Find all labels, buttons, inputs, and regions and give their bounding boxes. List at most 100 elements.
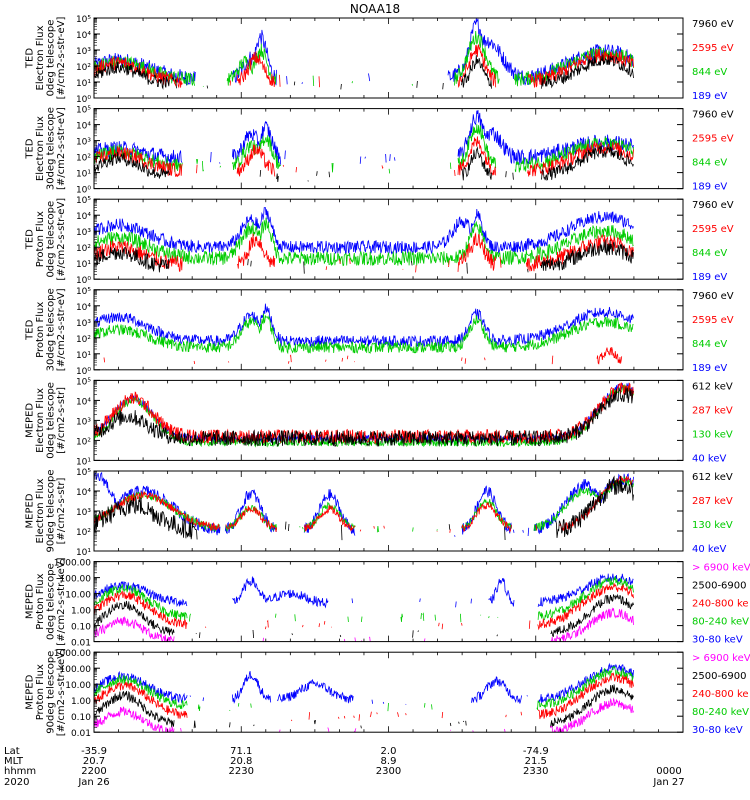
series-line xyxy=(94,681,188,719)
legend-entry: 2595 eV xyxy=(692,224,734,235)
series-line xyxy=(505,714,507,718)
series-line xyxy=(527,48,634,88)
series-line xyxy=(431,704,433,710)
series-line xyxy=(449,162,452,169)
y-tick-label: 10¹ xyxy=(76,351,91,361)
series-line xyxy=(550,593,634,637)
footer-mlt: 21.5 xyxy=(525,756,547,767)
legend-entry: 287 keV xyxy=(692,496,733,507)
series-line xyxy=(94,584,188,621)
y-tick-label: 10⁵ xyxy=(76,468,91,478)
series-line xyxy=(94,387,634,447)
legend-entry: 40 keV xyxy=(692,544,726,555)
series-line xyxy=(358,714,360,721)
y-tick-label: 10⁰ xyxy=(76,367,91,377)
series-line xyxy=(424,703,426,708)
y-tick-label: 10³ xyxy=(76,138,91,148)
series-line xyxy=(339,259,341,264)
footer-lat: 71.1 xyxy=(230,746,252,757)
series-line xyxy=(94,151,171,179)
series-line xyxy=(424,638,426,642)
series-line xyxy=(596,346,623,365)
series-line xyxy=(353,715,355,719)
series-line xyxy=(250,703,252,708)
series-line xyxy=(94,690,175,728)
series-line xyxy=(237,703,240,707)
series-line xyxy=(318,623,320,628)
series-line xyxy=(448,524,451,530)
series-line xyxy=(387,702,389,712)
series-line xyxy=(540,53,634,89)
series-line xyxy=(313,720,316,725)
y-tick-label: 10¹ xyxy=(76,170,91,180)
series-line xyxy=(526,695,528,697)
series-line xyxy=(376,712,378,715)
series-line xyxy=(226,43,277,86)
panel: 10¹ 10² 10³ 10⁴ 10⁵ MEPEDElectron Flux0deg te… xyxy=(24,377,733,467)
series-line xyxy=(227,361,230,363)
series-line xyxy=(229,80,231,86)
series-line xyxy=(276,679,354,704)
footer-row-label: MLT xyxy=(4,756,24,767)
series-line xyxy=(288,523,290,532)
series-line xyxy=(461,485,512,535)
series-line xyxy=(383,525,385,529)
series-line xyxy=(331,162,334,173)
series-line xyxy=(225,505,277,532)
series-line xyxy=(210,151,212,163)
legend-entry: 130 keV xyxy=(692,429,733,440)
series-line xyxy=(505,171,507,178)
series-line xyxy=(528,620,531,629)
series-line xyxy=(197,704,201,712)
legend-entry: 844 eV xyxy=(692,158,727,169)
series-line xyxy=(441,623,444,630)
series-line xyxy=(541,145,634,181)
footer-time: 2330 xyxy=(523,766,548,777)
series-line xyxy=(94,240,183,272)
series-line xyxy=(550,697,634,733)
series-line xyxy=(472,730,474,732)
series-line xyxy=(94,673,188,710)
series-line xyxy=(457,110,634,165)
series-line xyxy=(461,55,492,89)
series-line xyxy=(229,709,231,712)
y-tick-label: 10³ xyxy=(76,228,91,238)
series-line xyxy=(411,83,413,86)
y-tick-label: 10⁵ xyxy=(76,106,91,116)
series-line xyxy=(312,75,315,87)
y-tick-label: 100.00 xyxy=(60,665,92,675)
y-tick-label: 10² xyxy=(76,335,91,345)
y-tick-label: 10¹ xyxy=(76,79,91,89)
series-line xyxy=(512,172,514,180)
series-line xyxy=(537,672,634,720)
series-line xyxy=(94,217,634,267)
y-axis-label: TEDProton Flux30deg telescope[#/cm2-s-st… xyxy=(24,288,67,371)
series-line xyxy=(540,239,634,271)
series-line xyxy=(405,713,407,716)
series-line xyxy=(462,720,465,723)
y-tick-label: 0.10 xyxy=(71,623,91,633)
series-line xyxy=(303,261,305,274)
series-line xyxy=(513,529,515,533)
series-line xyxy=(373,526,375,529)
series-line xyxy=(360,725,362,729)
series-group xyxy=(94,662,634,733)
series-line xyxy=(361,616,363,623)
series-line xyxy=(415,265,417,273)
series-line xyxy=(189,613,191,622)
series-line xyxy=(232,670,272,704)
series-line xyxy=(293,81,296,86)
series-line xyxy=(302,624,304,628)
series-line xyxy=(484,357,486,361)
y-tick-label: 10⁴ xyxy=(76,303,91,313)
y-tick-label: 10⁴ xyxy=(76,122,91,132)
y-tick-label: 0.01 xyxy=(71,729,91,739)
series-line xyxy=(204,626,207,628)
series-line xyxy=(537,576,634,621)
series-line xyxy=(538,662,634,704)
series-group xyxy=(94,303,634,365)
series-line xyxy=(499,256,502,268)
series-line xyxy=(514,136,634,173)
y-tick-label: 10⁴ xyxy=(76,397,91,407)
